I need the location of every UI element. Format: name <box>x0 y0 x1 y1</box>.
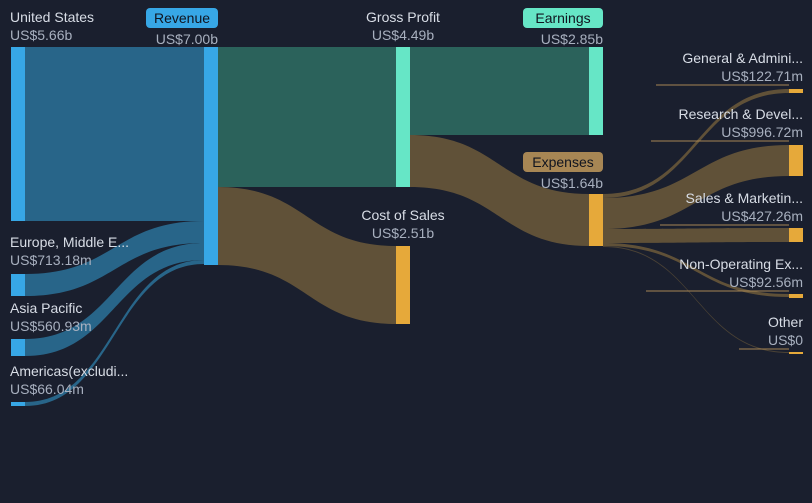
label-revenue: Revenue US$7.00b <box>146 8 218 47</box>
label-title-cost: Cost of Sales <box>361 207 444 223</box>
label-value-sm: US$427.26m <box>721 208 803 224</box>
node-ga <box>789 89 803 93</box>
label-title-earnings: Earnings <box>535 10 590 26</box>
node-us <box>11 47 25 221</box>
node-nonop <box>789 294 803 298</box>
link-gross-earnings <box>410 47 589 135</box>
label-title-gross: Gross Profit <box>366 9 440 25</box>
label-value-emea: US$713.18m <box>10 252 92 268</box>
node-expenses <box>589 194 603 246</box>
node-americas <box>11 402 25 406</box>
label-value-americas: US$66.04m <box>10 381 84 397</box>
label-value-gross: US$4.49b <box>372 27 434 43</box>
node-emea <box>11 274 25 296</box>
label-title-apac: Asia Pacific <box>10 300 82 316</box>
label-title-us: United States <box>10 9 94 25</box>
node-revenue <box>204 47 218 265</box>
node-gross <box>396 47 410 187</box>
node-other <box>789 352 803 354</box>
label-value-rnd: US$996.72m <box>721 124 803 140</box>
label-title-emea: Europe, Middle E... <box>10 234 129 250</box>
label-title-americas: Americas(excludi... <box>10 363 128 379</box>
link-expenses-sm <box>603 228 789 243</box>
node-earnings <box>589 47 603 135</box>
link-us-revenue <box>25 47 204 221</box>
label-value-earnings: US$2.85b <box>541 31 603 47</box>
label-title-expenses: Expenses <box>532 154 593 170</box>
node-sm <box>789 228 803 242</box>
sankey-chart: United States US$5.66b Europe, Middle E...… <box>0 0 812 503</box>
node-apac <box>11 339 25 356</box>
label-title-rnd: Research & Devel... <box>679 106 804 122</box>
label-title-revenue: Revenue <box>154 10 210 26</box>
label-value-cost: US$2.51b <box>372 225 434 241</box>
node-rnd <box>789 145 803 176</box>
link-revenue-gross <box>218 47 396 187</box>
label-title-nonop: Non-Operating Ex... <box>679 256 803 272</box>
label-title-sm: Sales & Marketin... <box>686 190 804 206</box>
label-value-us: US$5.66b <box>10 27 72 43</box>
label-value-nonop: US$92.56m <box>729 274 803 290</box>
node-cost <box>396 246 410 324</box>
label-title-ga: General & Admini... <box>682 50 803 66</box>
label-value-apac: US$560.93m <box>10 318 92 334</box>
label-value-ga: US$122.71m <box>721 68 803 84</box>
label-value-expenses: US$1.64b <box>541 175 603 191</box>
label-title-other: Other <box>768 314 803 330</box>
label-value-revenue: US$7.00b <box>156 31 218 47</box>
label-value-other: US$0 <box>768 332 803 348</box>
